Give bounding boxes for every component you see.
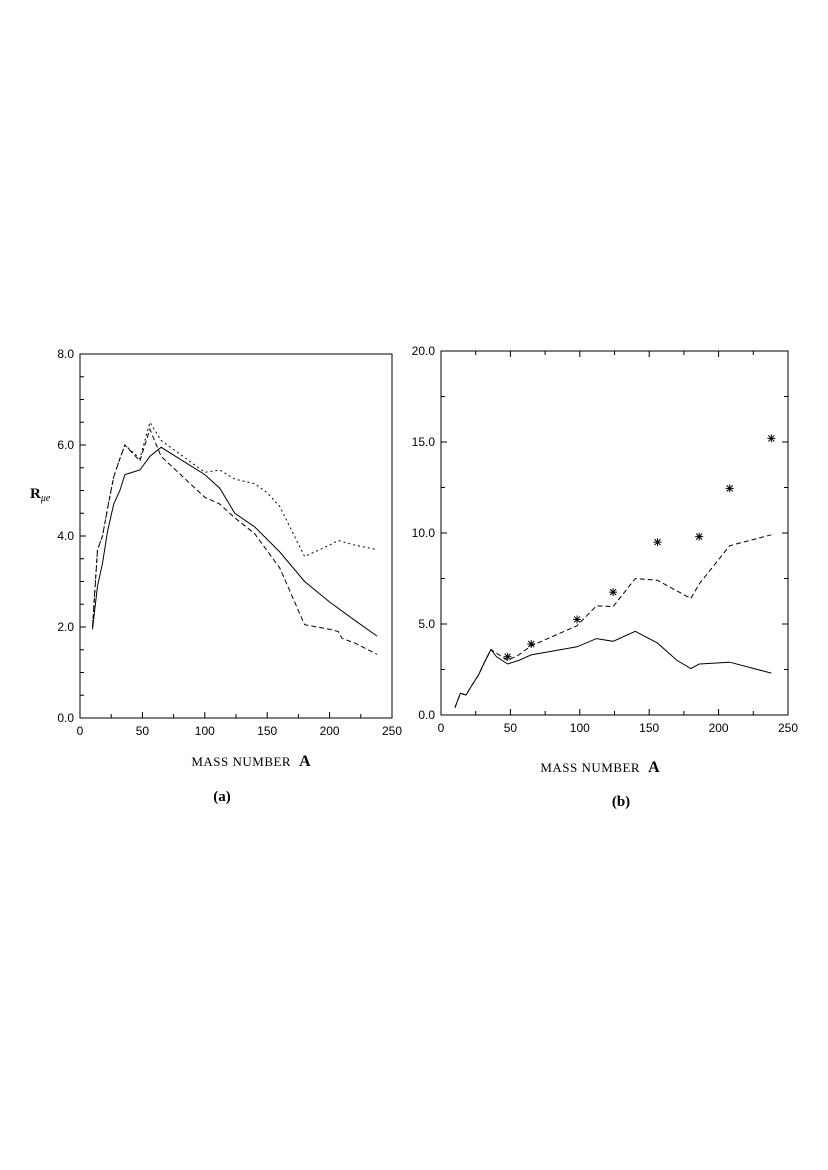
panel-a: 0 50 100 150 200 250 0.0 2.0 4.0 6.0 8.0 Rμe MASS … — [30, 347, 402, 805]
a-series-solid-line — [92, 446, 378, 637]
b-ytick-label: 0.0 — [418, 708, 435, 722]
b-data-point-star — [573, 615, 582, 624]
b-xtick-label: 250 — [778, 721, 798, 735]
panel-b-xlabel: MASS NUMBER A — [540, 759, 660, 776]
a-ytick-label: 4.0 — [57, 529, 74, 543]
a-ytick-label: 2.0 — [57, 620, 74, 634]
a-ytick-label: 8.0 — [57, 347, 74, 361]
b-data-point-star — [695, 532, 704, 541]
panel-a-xlabel: MASS NUMBER A — [191, 753, 311, 770]
panel-a-series — [92, 421, 378, 655]
b-xtick-label: 0 — [438, 721, 445, 735]
panel-a-ylabel-main: R — [30, 486, 41, 502]
panel-b-ticks: 0 50 100 150 200 250 0.0 5.0 10.0 15.0 20.0 — [412, 344, 799, 735]
b-data-point-star — [653, 538, 662, 547]
b-data-point-star — [609, 588, 618, 597]
panel-b-xlabel-prefix: MASS NUMBER — [540, 760, 640, 775]
b-series-dashed-line — [454, 534, 772, 708]
b-ytick-label: 15.0 — [412, 435, 436, 449]
panel-b: 0 50 100 150 200 250 0.0 5.0 10.0 15.0 20.0 MASS N… — [412, 344, 799, 810]
panel-a-ylabel-sub: μe — [40, 493, 51, 504]
panel-a-frame — [79, 353, 393, 719]
a-xtick-label: 50 — [136, 724, 150, 738]
panel-a-label: (a) — [213, 789, 231, 805]
b-ytick-label: 10.0 — [412, 526, 436, 540]
panel-b-frame — [440, 350, 789, 716]
b-xtick-label: 50 — [504, 721, 518, 735]
panel-a-xlabel-prefix: MASS NUMBER — [191, 754, 291, 769]
a-series-dotted-line — [92, 421, 378, 628]
b-ytick-label: 5.0 — [418, 617, 435, 631]
panel-a-ylabel: Rμe — [30, 486, 51, 504]
b-data-point-star — [767, 434, 776, 443]
b-data-point-star — [725, 484, 734, 493]
panel-b-series — [454, 434, 776, 708]
panel-b-xlabel-var: A — [648, 759, 660, 776]
b-xtick-label: 150 — [639, 721, 659, 735]
b-series-solid-line — [454, 630, 772, 708]
b-ytick-label: 20.0 — [412, 344, 436, 358]
a-xtick-label: 0 — [77, 724, 84, 738]
a-xtick-label: 250 — [382, 724, 402, 738]
a-ytick-label: 0.0 — [57, 711, 74, 725]
a-xtick-label: 150 — [257, 724, 277, 738]
b-xtick-label: 100 — [570, 721, 590, 735]
a-series-dashed-line — [92, 427, 378, 655]
b-data-point-star — [503, 652, 512, 661]
panel-b-label: (b) — [612, 794, 630, 810]
a-xtick-label: 200 — [320, 724, 340, 738]
panel-a-ticks: 0 50 100 150 200 250 0.0 2.0 4.0 6.0 8.0 — [57, 347, 402, 738]
a-ytick-label: 6.0 — [57, 438, 74, 452]
b-xtick-label: 200 — [709, 721, 729, 735]
panel-a-xlabel-var: A — [299, 753, 311, 770]
b-data-point-star — [527, 640, 536, 649]
a-xtick-label: 100 — [195, 724, 215, 738]
